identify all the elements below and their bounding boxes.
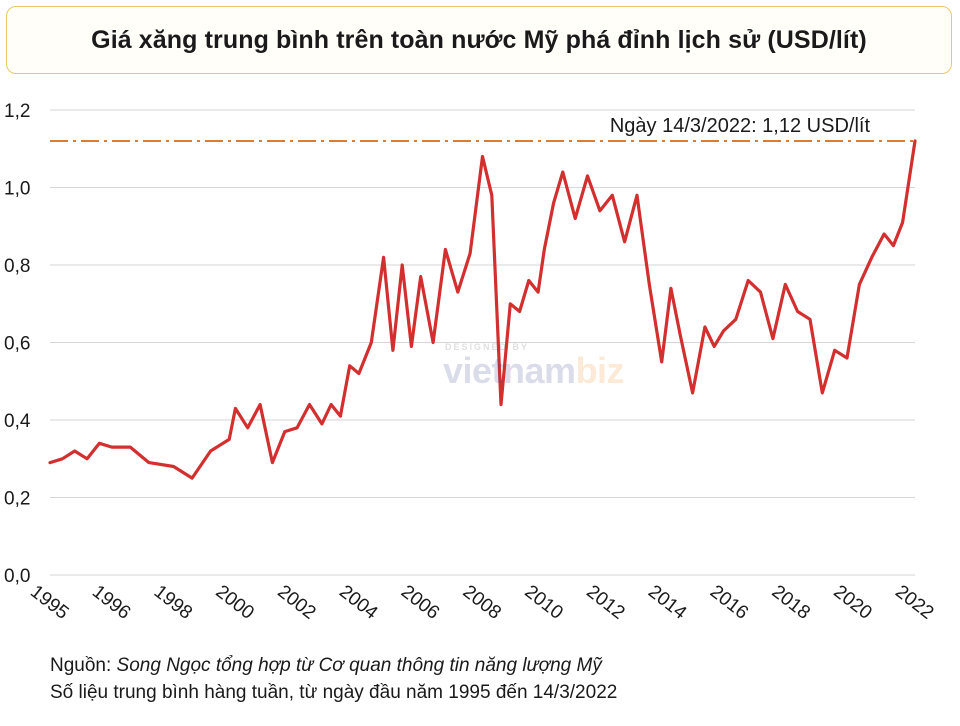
source-label: Nguồn: [50,655,117,676]
x-tick-label: 2000 [212,581,258,624]
x-tick-label: 2006 [397,581,443,624]
x-tick-label: 2008 [459,581,505,624]
x-tick-label: 2014 [644,581,691,624]
y-tick-label: 1,0 [4,179,30,200]
data-note: Số liệu trung bình hàng tuần, từ ngày đầ… [50,682,618,703]
y-tick-label: 0,6 [4,334,30,355]
y-tick-label: 0,2 [4,489,30,510]
x-tick-label: 1996 [88,581,134,624]
x-tick-label: 2016 [706,581,752,624]
reference-label: Ngày 14/3/2022: 1,12 USD/lít [610,115,871,137]
y-tick-label: 0,4 [4,411,31,432]
source-line: Nguồn: Song Ngọc tổng hợp từ Cơ quan thô… [50,652,617,679]
y-tick-label: 0,0 [4,566,30,587]
y-tick-label: 0,8 [4,256,30,277]
source-text: Song Ngọc tổng hợp từ Cơ quan thông tin … [116,655,602,676]
x-tick-label: 2018 [768,581,814,624]
x-tick-label: 2022 [891,581,937,624]
price-series-line [48,139,917,480]
chart-title-box: Giá xăng trung bình trên toàn nước Mỹ ph… [6,6,952,74]
x-tick-label: 1995 [26,581,72,624]
x-tick-label: 2010 [521,581,567,624]
x-tick-label: 2020 [829,581,875,624]
x-tick-label: 2004 [335,581,382,624]
x-tick-label: 1998 [150,581,196,624]
x-tick-label: 2002 [273,581,319,624]
x-tick-label: 2012 [582,581,628,624]
chart-title: Giá xăng trung bình trên toàn nước Mỹ ph… [91,25,867,54]
y-tick-label: 1,2 [4,101,30,122]
source-note: Nguồn: Song Ngọc tổng hợp từ Cơ quan thô… [50,652,617,706]
